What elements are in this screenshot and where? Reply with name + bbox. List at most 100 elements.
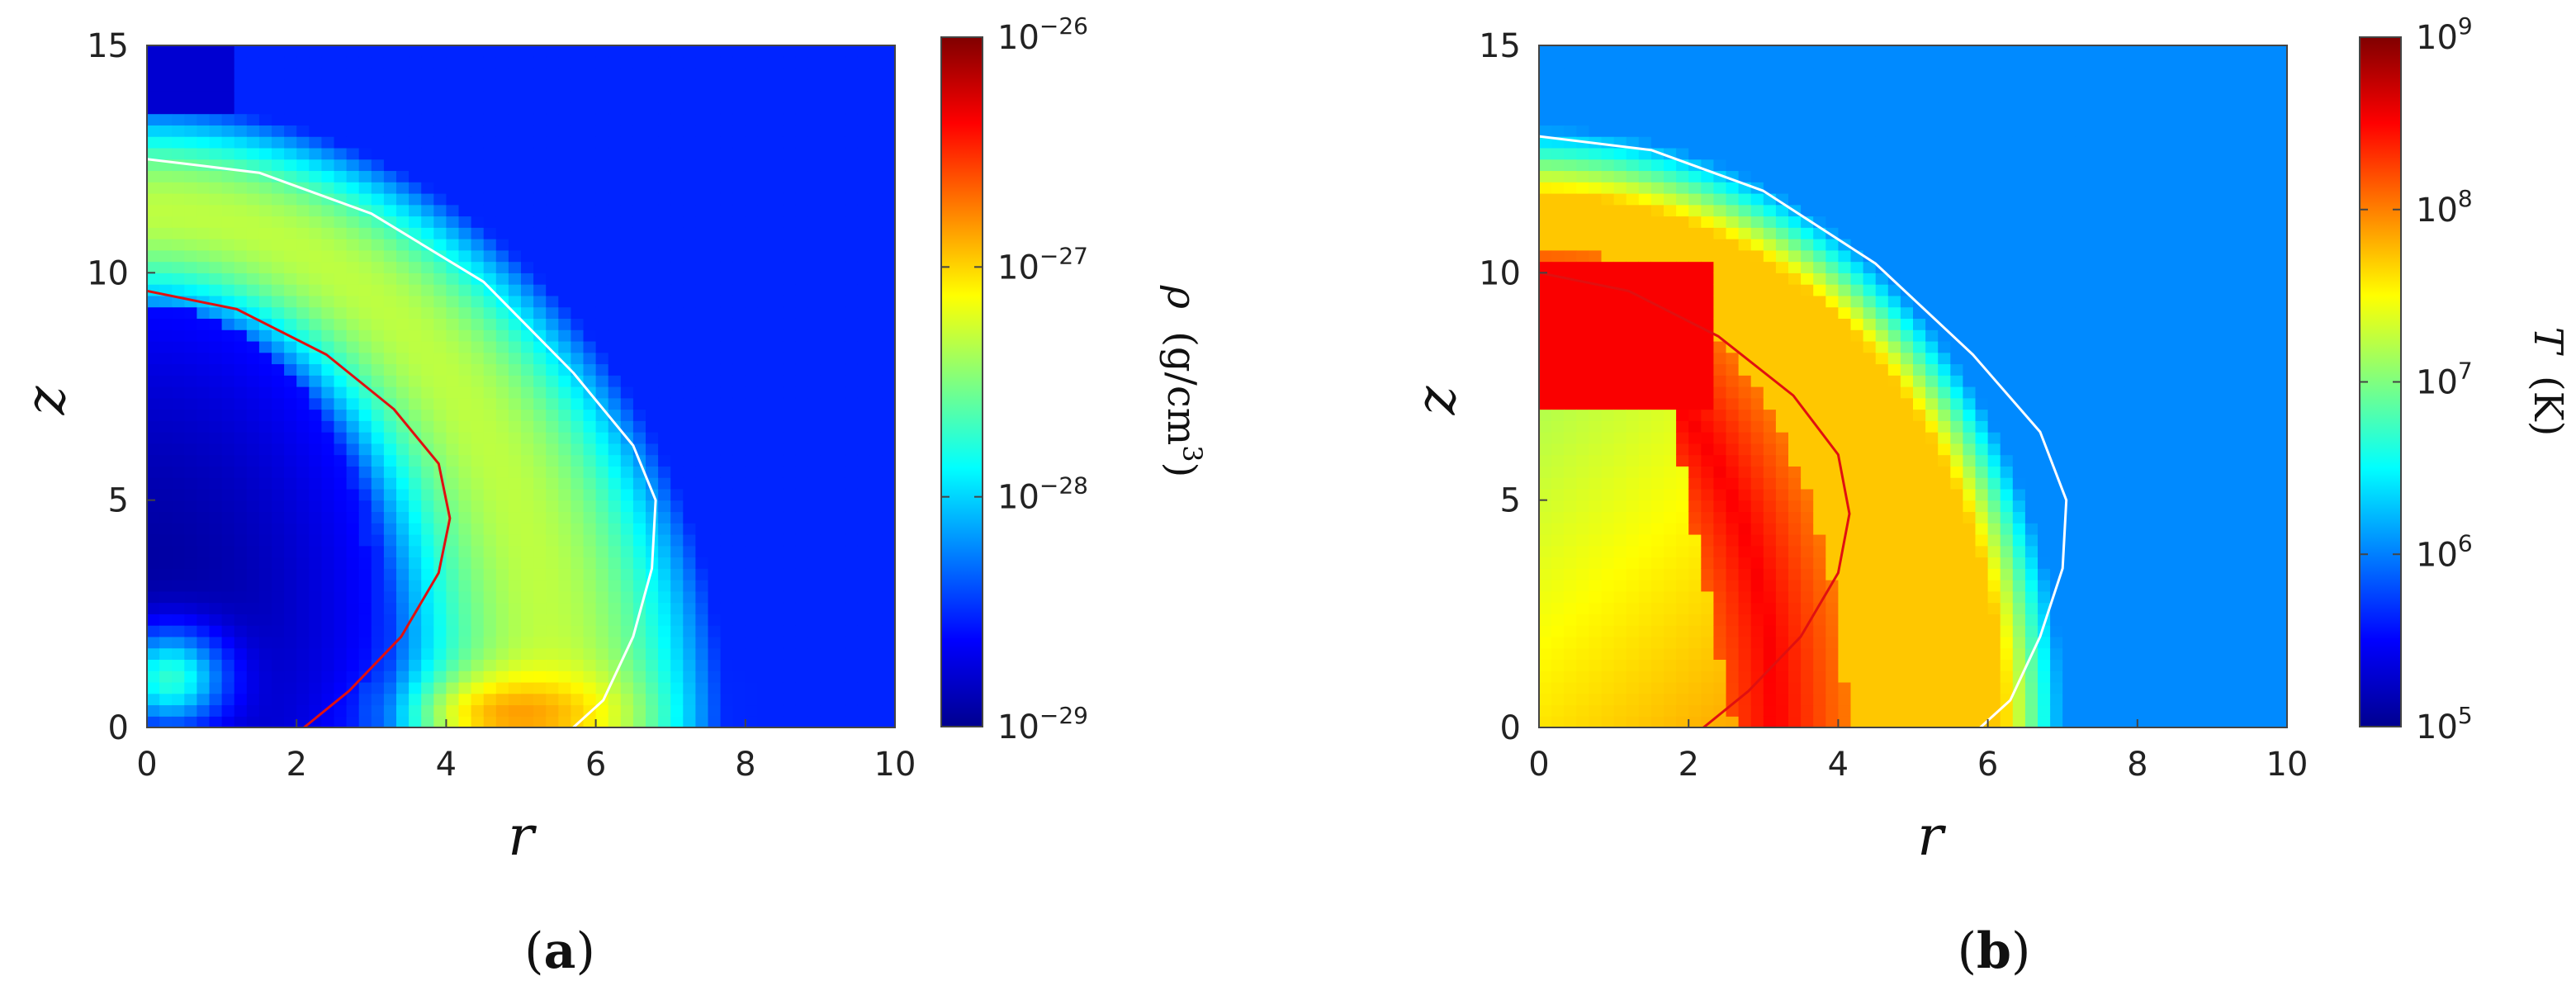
heatmap-cell <box>1576 432 1589 444</box>
heatmap-cell <box>458 239 472 251</box>
heatmap-cell <box>820 557 834 569</box>
heatmap-cell <box>1738 216 1752 228</box>
heatmap-cell <box>1788 239 1802 251</box>
heatmap-cell <box>221 192 235 206</box>
heatmap-cell <box>1551 568 1565 580</box>
heatmap-cell <box>458 318 472 330</box>
heatmap-cell <box>1650 511 1664 524</box>
heatmap-cell <box>583 182 597 194</box>
heatmap-cell <box>483 340 497 353</box>
heatmap-cell <box>159 397 173 410</box>
heatmap-cell <box>159 125 173 137</box>
heatmap-cell <box>521 306 534 319</box>
heatmap-cell <box>695 113 709 126</box>
heatmap-cell <box>732 239 746 251</box>
heatmap-cell <box>1688 192 1702 206</box>
heatmap-cell <box>807 295 821 308</box>
heatmap-cell <box>309 466 322 478</box>
heatmap-cell <box>795 192 808 206</box>
heatmap-cell <box>820 590 834 604</box>
heatmap-cell <box>683 159 696 172</box>
heatmap-cell <box>184 45 197 58</box>
heatmap-cell <box>845 68 859 80</box>
heatmap-cell <box>246 590 260 604</box>
heatmap-cell <box>820 397 834 410</box>
heatmap-cell <box>683 295 696 308</box>
heatmap-cell <box>1576 454 1589 467</box>
heatmap-cell <box>546 386 559 399</box>
heatmap-cell <box>683 568 696 580</box>
heatmap-cell <box>309 352 322 365</box>
heatmap-cell <box>757 580 771 592</box>
heatmap-cell <box>1750 261 1764 273</box>
heatmap-cell <box>371 614 385 626</box>
heatmap-cell <box>708 68 722 80</box>
heatmap-cell <box>433 523 447 535</box>
heatmap-cell <box>309 170 322 182</box>
heatmap-cell <box>708 602 722 614</box>
heatmap-cell <box>159 352 173 365</box>
heatmap-cell <box>1613 192 1627 206</box>
heatmap-cell <box>869 466 883 478</box>
heatmap-cell <box>807 136 821 149</box>
heatmap-cell <box>571 113 585 126</box>
heatmap-cell <box>845 488 859 501</box>
heatmap-cell <box>1664 136 1677 149</box>
heatmap-cell <box>683 182 696 194</box>
heatmap-cell <box>446 454 460 467</box>
heatmap-cell <box>147 533 160 547</box>
heatmap-cell <box>732 56 746 69</box>
heatmap-cell <box>1763 261 1777 273</box>
heatmap-cell <box>1626 523 1640 535</box>
heatmap-cell <box>632 192 646 206</box>
heatmap-cell <box>321 454 335 467</box>
heatmap-cell <box>1664 239 1677 251</box>
heatmap-cell <box>1601 443 1615 456</box>
heatmap-cell <box>221 420 235 433</box>
heatmap-cell <box>783 68 796 80</box>
heatmap-cell <box>334 159 348 172</box>
heatmap-cell <box>1576 352 1589 365</box>
heatmap-cell <box>882 500 895 513</box>
heatmap-cell <box>583 261 597 273</box>
heatmap-cell <box>770 113 784 126</box>
heatmap-cell <box>433 420 447 433</box>
heatmap-cell <box>446 375 460 387</box>
heatmap-cell <box>246 182 260 194</box>
heatmap-cell <box>708 227 722 239</box>
heatmap-cell <box>1713 182 1727 194</box>
heatmap-cell <box>632 147 646 160</box>
heatmap-cell <box>1576 45 1589 58</box>
heatmap-cell <box>620 375 634 387</box>
heatmap-cell <box>820 670 834 683</box>
heatmap-cell <box>1713 397 1727 410</box>
heatmap-cell <box>869 545 883 558</box>
heatmap-cell <box>409 45 422 58</box>
heatmap-cell <box>869 56 883 69</box>
heatmap-cell <box>409 56 422 69</box>
heatmap-cell <box>396 557 410 569</box>
heatmap-cell <box>533 45 547 58</box>
heatmap-cell <box>396 352 410 365</box>
heatmap-cell <box>1539 523 1552 535</box>
heatmap-cell <box>1576 159 1589 172</box>
heatmap-cell <box>1726 432 1740 444</box>
heatmap-cell <box>1801 420 1814 433</box>
heatmap-cell <box>221 363 235 376</box>
heatmap-cell <box>371 136 385 149</box>
heatmap-cell <box>558 636 571 649</box>
heatmap-cell <box>720 397 734 410</box>
heatmap-cell <box>1676 68 1689 80</box>
heatmap-cell <box>620 386 634 399</box>
heatmap-cell <box>770 443 784 456</box>
heatmap-cell <box>433 284 447 296</box>
heatmap-cell <box>708 170 722 182</box>
contour-lines-a <box>147 158 657 727</box>
heatmap-cell <box>483 261 497 273</box>
heatmap-cell <box>1564 125 1577 137</box>
heatmap-cell <box>197 704 211 717</box>
heatmap-cell <box>147 477 160 490</box>
heatmap-cell <box>508 420 522 433</box>
heatmap-cell <box>309 159 322 172</box>
heatmap-cell <box>1688 375 1702 387</box>
